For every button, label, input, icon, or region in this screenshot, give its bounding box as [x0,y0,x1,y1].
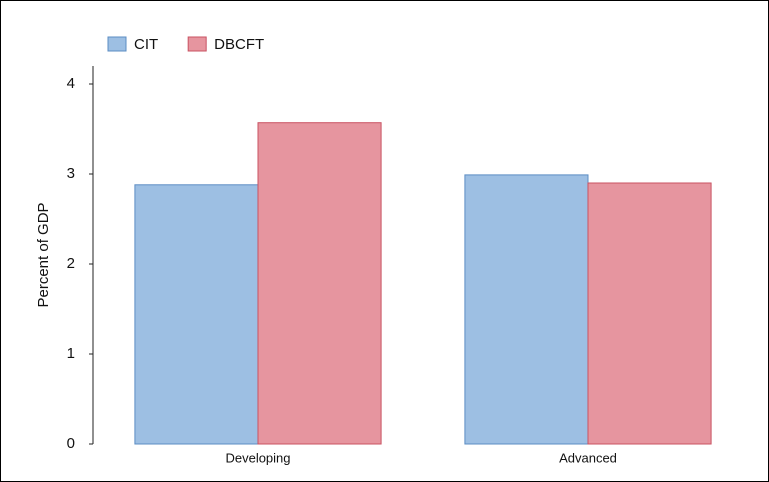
y-tick-label: 3 [67,165,75,182]
bar [587,182,712,445]
y-tick-label: 4 [67,75,75,92]
y-tick-label: 2 [67,255,75,272]
bar [464,174,589,445]
bar [134,184,259,445]
y-axis-label: Percent of GDP [35,202,52,307]
legend-swatch [107,36,127,52]
x-tick-label: Developing [225,450,290,465]
legend-swatch [187,36,207,52]
legend-label: DBCFT [214,36,264,53]
x-tick-label: Advanced [559,450,617,465]
legend-label: CIT [134,36,158,53]
bar [257,122,382,445]
y-tick-label: 0 [67,435,75,452]
y-tick-label: 1 [67,345,75,362]
